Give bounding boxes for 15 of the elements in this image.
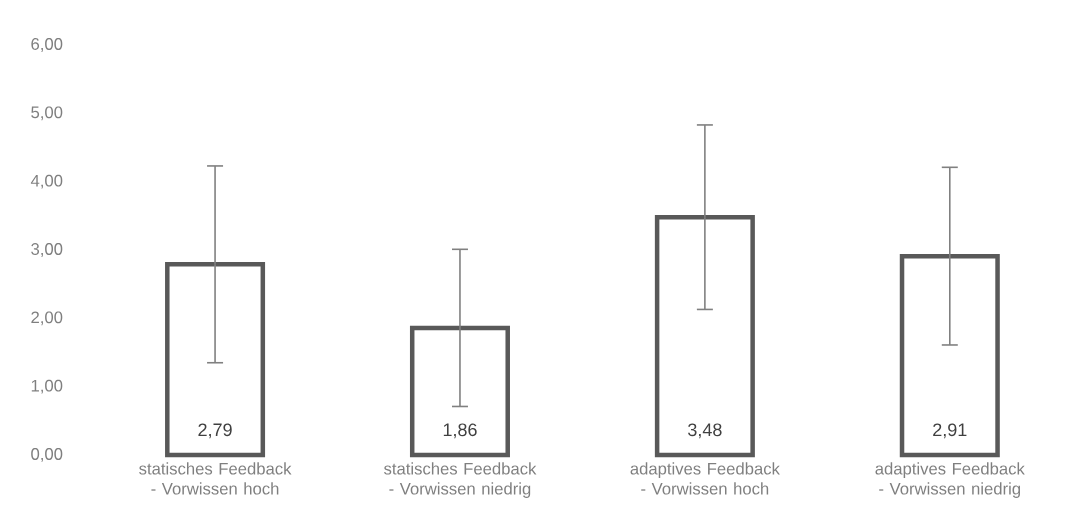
data-label: 1,86 (443, 423, 477, 439)
y-tick-label: 4,00 (30, 174, 63, 189)
y-tick-label: 5,00 (31, 106, 63, 121)
data-label: 2,79 (198, 423, 232, 439)
data-label: 3,48 (688, 423, 722, 439)
x-tick-label: adaptives Feedback - Vorwissen niedrig (875, 462, 1025, 498)
x-tick-label: statisches Feedback - Vorwissen hoch (139, 462, 292, 495)
x-tick-label: statisches Feedback - Vorwissen niedrig (384, 462, 537, 498)
y-tick-label: 6,00 (31, 38, 63, 52)
data-label: 2,91 (933, 423, 967, 439)
y-tick-label: 1,00 (31, 379, 63, 394)
x-tick-label: adaptives Feedback - Vorwissen hoch (630, 462, 780, 495)
y-tick-label: 2,00 (31, 311, 63, 326)
y-tick-label: 3,00 (31, 243, 63, 257)
y-tick-label: 0,00 (31, 448, 63, 462)
